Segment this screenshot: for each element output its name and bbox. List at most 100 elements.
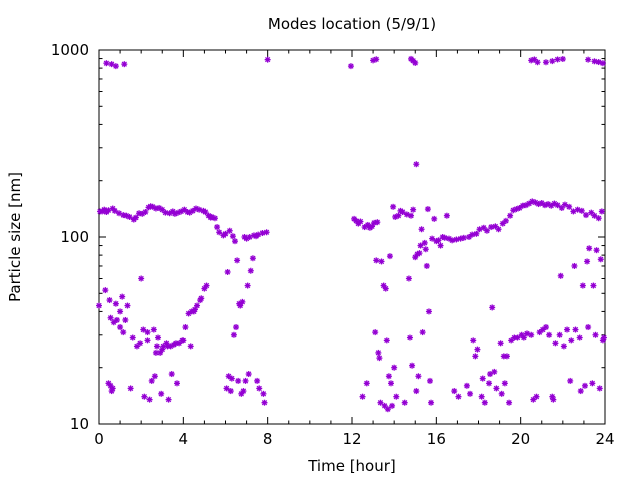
data-point — [361, 224, 368, 231]
data-point — [449, 237, 456, 244]
data-point — [216, 229, 223, 236]
data-point — [121, 61, 128, 68]
data-point — [226, 227, 233, 234]
data-point — [514, 334, 521, 341]
data-point — [113, 316, 120, 323]
data-point — [427, 377, 434, 384]
data-point — [581, 382, 588, 389]
data-point — [595, 215, 602, 222]
x-axis-label: Time [hour] — [307, 457, 396, 475]
data-point — [460, 234, 467, 241]
data-point — [520, 334, 527, 341]
data-point — [155, 334, 162, 341]
data-point — [223, 385, 230, 392]
data-point — [583, 212, 590, 219]
x-tick-label: 24 — [595, 430, 614, 448]
data-point — [108, 61, 115, 68]
data-point — [488, 224, 495, 231]
data-point — [591, 58, 598, 65]
data-point — [401, 399, 408, 406]
data-point — [530, 396, 537, 403]
data-point — [558, 204, 565, 211]
data-point — [103, 60, 110, 67]
data-point — [443, 212, 450, 219]
data-point — [378, 258, 385, 265]
data-point — [194, 302, 201, 309]
data-point — [473, 230, 480, 237]
data-point — [584, 258, 591, 265]
scatter-points — [96, 55, 607, 413]
data-point — [132, 214, 139, 221]
data-point — [153, 343, 160, 350]
data-point — [424, 206, 431, 213]
data-point — [578, 207, 585, 214]
data-point — [483, 227, 490, 234]
data-point — [576, 334, 583, 341]
data-point — [550, 396, 557, 403]
data-point — [363, 380, 370, 387]
data-point — [405, 275, 412, 282]
data-point — [564, 326, 571, 333]
data-point — [413, 161, 420, 168]
data-point — [528, 331, 535, 338]
data-point — [600, 334, 607, 341]
data-point — [229, 233, 236, 240]
data-point — [577, 388, 584, 395]
data-point — [589, 380, 596, 387]
data-point — [138, 275, 145, 282]
data-point — [507, 212, 514, 219]
data-point — [598, 208, 605, 215]
data-point — [228, 375, 235, 382]
data-point — [451, 388, 458, 395]
data-point — [548, 202, 555, 209]
y-tick-label: 1000 — [51, 41, 89, 59]
data-point — [561, 201, 568, 208]
data-point — [599, 60, 606, 67]
data-point — [144, 329, 151, 336]
data-point — [395, 212, 402, 219]
data-point — [111, 207, 118, 214]
data-point — [391, 364, 398, 371]
data-point — [422, 246, 429, 253]
data-point — [539, 326, 546, 333]
data-point — [516, 204, 523, 211]
data-point — [557, 272, 564, 279]
y-axis-ticks: 10 100 1000 — [51, 41, 605, 433]
data-point — [384, 406, 391, 413]
data-point — [256, 385, 263, 392]
data-point — [526, 200, 533, 207]
data-point — [231, 238, 238, 245]
data-point — [586, 245, 593, 252]
data-point — [107, 314, 114, 321]
x-tick-label: 12 — [342, 430, 361, 448]
data-point — [385, 373, 392, 380]
data-point — [493, 385, 500, 392]
data-point — [375, 349, 382, 356]
data-point — [579, 282, 586, 289]
data-point — [347, 63, 354, 70]
data-point — [117, 308, 124, 315]
data-point — [117, 324, 124, 331]
data-point — [102, 287, 109, 294]
data-point — [437, 242, 444, 249]
data-point — [413, 388, 420, 395]
data-point — [531, 56, 538, 63]
data-point — [196, 206, 203, 213]
data-point — [542, 59, 549, 66]
data-point — [572, 326, 579, 333]
data-point — [585, 324, 592, 331]
data-point — [585, 56, 592, 63]
data-point — [554, 56, 561, 63]
data-point — [198, 295, 205, 302]
data-point — [506, 399, 513, 406]
data-point — [120, 329, 127, 336]
data-point — [382, 285, 389, 292]
data-point — [549, 58, 556, 65]
data-point — [129, 334, 136, 341]
data-point — [489, 304, 496, 311]
data-point — [144, 337, 151, 344]
data-point — [393, 393, 400, 400]
data-point — [119, 293, 126, 300]
data-point — [595, 59, 602, 66]
data-point — [227, 388, 234, 395]
